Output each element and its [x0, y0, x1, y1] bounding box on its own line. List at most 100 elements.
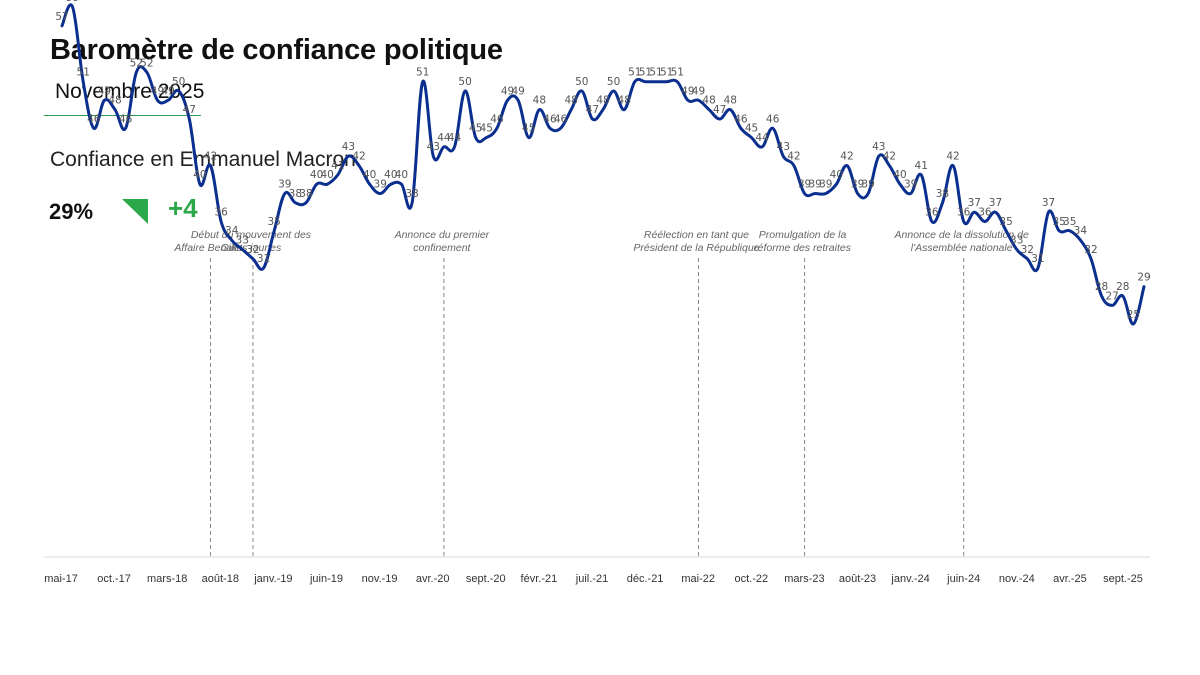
data-label: 48 — [618, 95, 631, 107]
data-label: 31 — [1031, 253, 1044, 265]
data-label: 25 — [1127, 309, 1140, 321]
data-label: 36 — [978, 206, 992, 218]
x-tick-label: avr.-20 — [416, 573, 450, 585]
data-label: 42 — [352, 151, 365, 163]
data-label: 44 — [755, 132, 769, 144]
data-label: 47 — [183, 104, 196, 116]
data-label: 37 — [989, 197, 1002, 209]
delta-value: +4 — [168, 193, 198, 223]
annotation-label: Annonce du premier — [394, 229, 490, 241]
data-label: 48 — [596, 95, 609, 107]
x-tick-label: juin-19 — [309, 573, 343, 585]
data-label: 32 — [1021, 244, 1034, 256]
data-label: 35 — [1063, 216, 1076, 228]
data-label: 38 — [405, 188, 418, 200]
data-label: 32 — [246, 244, 259, 256]
data-label: 42 — [787, 151, 800, 163]
data-label: 42 — [946, 151, 959, 163]
data-label: 46 — [734, 113, 748, 125]
annotation-label: Promulgation de la — [759, 229, 847, 241]
annotation-label: réforme des retraites — [754, 242, 852, 254]
x-tick-label: oct.-17 — [97, 573, 131, 585]
data-label: 51 — [660, 67, 673, 79]
x-tick-label: mars-18 — [147, 573, 187, 585]
data-label: 46 — [87, 113, 101, 125]
data-label: 43 — [342, 141, 355, 153]
data-label: 31 — [257, 253, 270, 265]
data-label: 49 — [692, 85, 705, 97]
data-label: 52 — [140, 57, 153, 69]
data-label: 45 — [480, 123, 493, 135]
data-label: 39 — [819, 179, 832, 191]
data-label: 48 — [564, 95, 577, 107]
data-label: 35 — [1052, 216, 1065, 228]
data-label: 29 — [1137, 272, 1150, 284]
data-label: 36 — [925, 206, 939, 218]
x-tick-label: nov.-24 — [999, 573, 1035, 585]
data-label: 50 — [575, 76, 588, 88]
data-label: 40 — [193, 169, 206, 181]
x-tick-label: mai-17 — [44, 573, 78, 585]
data-label: 50 — [458, 76, 471, 88]
page-subtitle: Novembre 2025 — [55, 80, 205, 103]
data-label: 40 — [830, 169, 843, 181]
data-label: 35 — [267, 216, 280, 228]
x-tick-label: sept.-20 — [466, 573, 506, 585]
data-label: 51 — [671, 67, 684, 79]
annotation-label: Affaire Benalla — [173, 242, 242, 254]
data-label: 34 — [1074, 225, 1088, 237]
data-label: 49 — [681, 85, 694, 97]
data-label: 51 — [639, 67, 652, 79]
data-label: 52 — [130, 57, 143, 69]
data-label: 49 — [151, 85, 164, 97]
data-label: 51 — [416, 67, 429, 79]
data-label: 42 — [204, 151, 217, 163]
data-label: 39 — [374, 179, 387, 191]
data-label: 37 — [1042, 197, 1055, 209]
data-label: 57 — [55, 11, 68, 23]
data-label: 49 — [501, 85, 514, 97]
data-label: 33 — [236, 234, 249, 246]
annotation-label: Réélection en tant que — [644, 229, 749, 241]
data-label: 32 — [1084, 244, 1097, 256]
data-label: 46 — [543, 113, 557, 125]
green-down-right-triangle-icon — [122, 199, 148, 224]
current-value: 29% — [49, 199, 94, 224]
data-label: 45 — [522, 123, 535, 135]
x-tick-label: janv.-24 — [890, 573, 929, 585]
series-line — [60, 3, 1146, 326]
data-label: 49 — [161, 85, 174, 97]
annotation-label: confinement — [413, 242, 471, 254]
data-label: 47 — [586, 104, 599, 116]
data-label: 47 — [713, 104, 726, 116]
data-label: 28 — [1095, 281, 1108, 293]
data-label: 41 — [331, 160, 344, 172]
data-label: 59 — [66, 0, 79, 4]
data-label: 35 — [999, 216, 1012, 228]
data-label: 34 — [225, 225, 239, 237]
data-label: 46 — [490, 113, 504, 125]
data-label: 37 — [968, 197, 981, 209]
data-label: 51 — [77, 67, 90, 79]
data-label: 46 — [554, 113, 568, 125]
x-tick-label: févr.-21 — [521, 573, 558, 585]
x-tick-label: avr.-25 — [1053, 573, 1087, 585]
data-label: 51 — [649, 67, 662, 79]
x-tick-label: janv.-19 — [253, 573, 292, 585]
x-tick-label: juin-24 — [946, 573, 980, 585]
data-label: 39 — [808, 179, 821, 191]
annotation-label: Annonce de la dissolution de — [894, 229, 1029, 241]
data-label: 40 — [384, 169, 397, 181]
data-label: 50 — [172, 76, 185, 88]
data-label: 41 — [915, 160, 928, 172]
x-tick-label: mars-23 — [784, 573, 824, 585]
data-label: 42 — [840, 151, 853, 163]
x-tick-label: déc.-21 — [627, 573, 664, 585]
data-label: 46 — [766, 113, 780, 125]
data-label: 48 — [724, 95, 737, 107]
x-tick-label: août-23 — [839, 573, 876, 585]
x-tick-label: nov.-19 — [362, 573, 398, 585]
data-label: 38 — [299, 188, 312, 200]
data-label: 48 — [108, 95, 121, 107]
data-label: 28 — [1116, 281, 1129, 293]
